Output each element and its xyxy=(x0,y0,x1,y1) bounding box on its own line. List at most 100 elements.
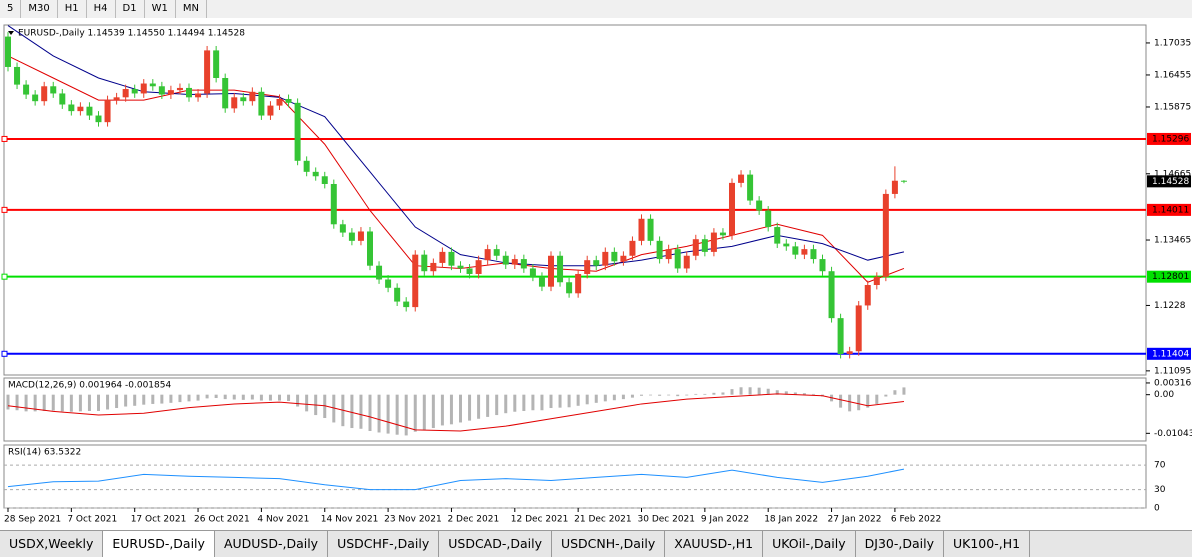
candle-body xyxy=(538,276,545,287)
level-label-bg xyxy=(1147,270,1191,283)
macd-bar xyxy=(368,394,372,431)
macd-bar xyxy=(486,394,490,417)
macd-bar xyxy=(549,394,553,409)
macd-bar xyxy=(658,394,662,396)
candle-body xyxy=(792,246,799,255)
timeframe-button[interactable]: H1 xyxy=(58,0,87,18)
macd-bar xyxy=(793,392,797,395)
macd-bar xyxy=(69,394,73,412)
candle-body xyxy=(466,268,473,274)
chart-tab[interactable]: USDCNH-,Daily xyxy=(552,531,666,557)
x-tick-label: 26 Oct 2021 xyxy=(194,515,250,525)
candle-body xyxy=(267,105,274,116)
x-tick-label: 4 Nov 2021 xyxy=(257,515,309,525)
timeframe-button[interactable]: H4 xyxy=(87,0,116,18)
candle-body xyxy=(303,160,310,172)
macd-bar xyxy=(513,394,517,412)
macd-bar xyxy=(612,394,616,401)
candle-body xyxy=(240,97,247,102)
macd-bar xyxy=(504,394,508,414)
menu-arrow[interactable] xyxy=(8,31,14,35)
macd-bar xyxy=(214,394,218,399)
macd-bar xyxy=(748,387,752,395)
macd-bar xyxy=(87,394,91,411)
candle-body xyxy=(484,249,491,261)
candle-body xyxy=(665,249,672,260)
chart-tab[interactable]: XAUUSD-,H1 xyxy=(665,531,764,557)
chart-title: EURUSD-,Daily 1.14539 1.14550 1.14494 1.… xyxy=(18,29,245,39)
chart-tab[interactable]: USDCAD-,Daily xyxy=(439,531,552,557)
macd-bar xyxy=(223,394,227,400)
candle-body xyxy=(801,249,808,255)
candle-body xyxy=(14,66,21,85)
y-tick-label: 1.1228 xyxy=(1154,301,1186,311)
x-tick-label: 23 Nov 2021 xyxy=(384,515,442,525)
macd-bar xyxy=(178,394,182,403)
last-price-label: 1.14528 xyxy=(1152,177,1189,187)
macd-bar xyxy=(196,394,200,401)
macd-bar xyxy=(169,394,173,403)
macd-bar xyxy=(323,394,327,419)
candle-body xyxy=(692,239,699,256)
timeframe-button[interactable]: 5 xyxy=(0,0,22,18)
y-tick-label: 0.003165 xyxy=(1154,378,1192,388)
x-tick-label: 14 Nov 2021 xyxy=(321,515,379,525)
chart-tab[interactable]: EURUSD-,Daily xyxy=(103,531,215,557)
candle-body xyxy=(738,174,745,183)
macd-bar xyxy=(386,394,390,434)
chart-tab[interactable]: USDCHF-,Daily xyxy=(328,531,440,557)
tab-bar: USDX,Weekly EURUSD-,Daily AUDUSD-,Daily USD… xyxy=(0,530,1192,557)
macd-bar xyxy=(404,394,408,436)
macd-bar xyxy=(78,394,82,412)
candle-body xyxy=(95,115,102,123)
chart-tab[interactable]: AUDUSD-,Daily xyxy=(215,531,329,557)
macd-bar xyxy=(495,394,499,416)
timeframe-button[interactable]: MN xyxy=(176,0,207,18)
candle-body xyxy=(611,251,618,262)
toolbar: 5 M30 H1 H4 D1 W1 MN xyxy=(0,0,1192,18)
y-tick-label: 1.11095 xyxy=(1154,366,1191,376)
candle-body xyxy=(421,254,428,272)
chart-tab[interactable]: UK100-,H1 xyxy=(944,531,1031,557)
candle-body xyxy=(213,50,220,78)
candle-body xyxy=(783,243,790,247)
x-tick-label: 17 Oct 2021 xyxy=(131,515,187,525)
candle-body xyxy=(674,249,681,269)
macd-bar xyxy=(667,394,671,396)
macd-bar xyxy=(757,387,761,395)
timeframe-button[interactable]: D1 xyxy=(116,0,145,18)
chart-tab[interactable]: USDX,Weekly xyxy=(0,531,104,557)
macd-bar xyxy=(332,394,336,423)
macd-bar xyxy=(42,394,46,411)
candle-body xyxy=(873,276,880,286)
candle-body xyxy=(32,94,39,102)
candle-body xyxy=(620,255,627,262)
chart-tab[interactable]: DJ30-,Daily xyxy=(856,531,944,557)
timeframe-button[interactable]: M30 xyxy=(21,0,58,18)
macd-bar xyxy=(6,394,10,410)
macd-bar xyxy=(540,394,544,411)
y-tick-label: 1.15875 xyxy=(1154,102,1191,112)
macd-bar xyxy=(893,390,897,395)
candle-body xyxy=(140,83,147,94)
last-price-bg xyxy=(1147,175,1191,188)
macd-bar xyxy=(576,394,580,406)
x-tick-label: 18 Jan 2022 xyxy=(764,515,818,525)
macd-bar xyxy=(558,394,562,408)
candle-body xyxy=(900,180,907,182)
candle-body xyxy=(828,271,835,319)
candle-body xyxy=(448,251,455,266)
timeframe-button[interactable]: W1 xyxy=(145,0,176,18)
candle-body xyxy=(557,255,564,283)
macd-bar xyxy=(278,394,281,401)
candle-body xyxy=(412,254,419,308)
chart-tab[interactable]: UKOil-,Daily xyxy=(763,531,856,557)
candle-body xyxy=(819,259,826,272)
candle-body xyxy=(285,98,292,103)
main-panel xyxy=(3,24,1147,376)
candle-body xyxy=(701,239,708,252)
candle-body xyxy=(394,287,401,302)
candle-body xyxy=(891,180,898,194)
macd-bar xyxy=(694,393,698,395)
